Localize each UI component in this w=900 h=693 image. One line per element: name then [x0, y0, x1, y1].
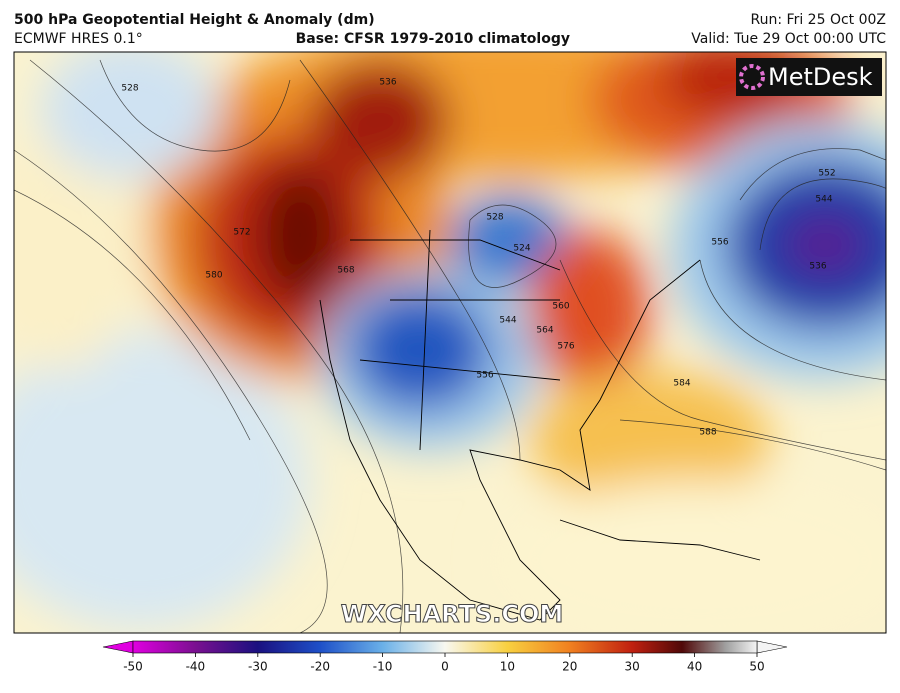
contour-label: 572 — [233, 228, 250, 238]
colorbar-max-arrow — [756, 640, 788, 654]
colorbar-tick-label: -30 — [248, 660, 268, 674]
colorbar-tick-label: -10 — [373, 660, 393, 674]
contour-label: 564 — [536, 326, 553, 336]
colorbar-tick-label: -40 — [186, 660, 206, 674]
colorbar-min-arrow — [102, 640, 134, 654]
contour-label: 544 — [499, 316, 516, 326]
colorbar: -50 -40 -30 -20 -10 0 10 20 30 40 50 — [102, 640, 788, 674]
colorbar-tick-label: 40 — [687, 660, 702, 674]
colorbar-bar — [132, 640, 758, 654]
contour-label: 552 — [818, 169, 835, 179]
colorbar-tick-label: 50 — [749, 660, 764, 674]
logo: MetDesk — [768, 63, 873, 91]
title: 500 hPa Geopotential Height & Anomaly (d… — [14, 12, 375, 28]
colorbar-tick-label: 10 — [500, 660, 515, 674]
colorbar-tick-label: -50 — [123, 660, 143, 674]
watermark: WXCHARTS.COM — [341, 600, 563, 628]
contour-label: 560 — [552, 302, 569, 312]
contour-label: 576 — [557, 342, 574, 352]
contour-label: 588 — [699, 428, 716, 438]
contour-label: 580 — [205, 271, 222, 281]
contour-label: 556 — [476, 371, 493, 381]
colorbar-tick-label: 0 — [441, 660, 449, 674]
logo-box — [736, 58, 882, 96]
contour-label: 584 — [673, 379, 690, 389]
valid: Valid: Tue 29 Oct 00:00 UTC — [691, 31, 886, 47]
colorbar-tick-label: 20 — [562, 660, 577, 674]
contour-label: 524 — [513, 244, 530, 254]
contour-label: 536 — [809, 262, 826, 272]
contour-label: 536 — [379, 78, 396, 88]
logo-icon — [739, 64, 765, 90]
run: Run: Fri 25 Oct 00Z — [751, 12, 886, 28]
model: ECMWF HRES 0.1° — [14, 31, 143, 47]
contour-label: 568 — [337, 266, 354, 276]
contour-label: 528 — [121, 84, 138, 94]
contour-label: 528 — [486, 213, 503, 223]
colorbar-tick-label: 30 — [625, 660, 640, 674]
colorbar-tick-label: -20 — [310, 660, 330, 674]
contour-label: 556 — [711, 238, 728, 248]
contour-label: 544 — [815, 195, 832, 205]
map-frame — [13, 51, 887, 634]
map: 528 536 572 580 568 528 524 544 564 560 … — [14, 52, 886, 633]
base: Base: CFSR 1979-2010 climatology — [296, 31, 570, 47]
